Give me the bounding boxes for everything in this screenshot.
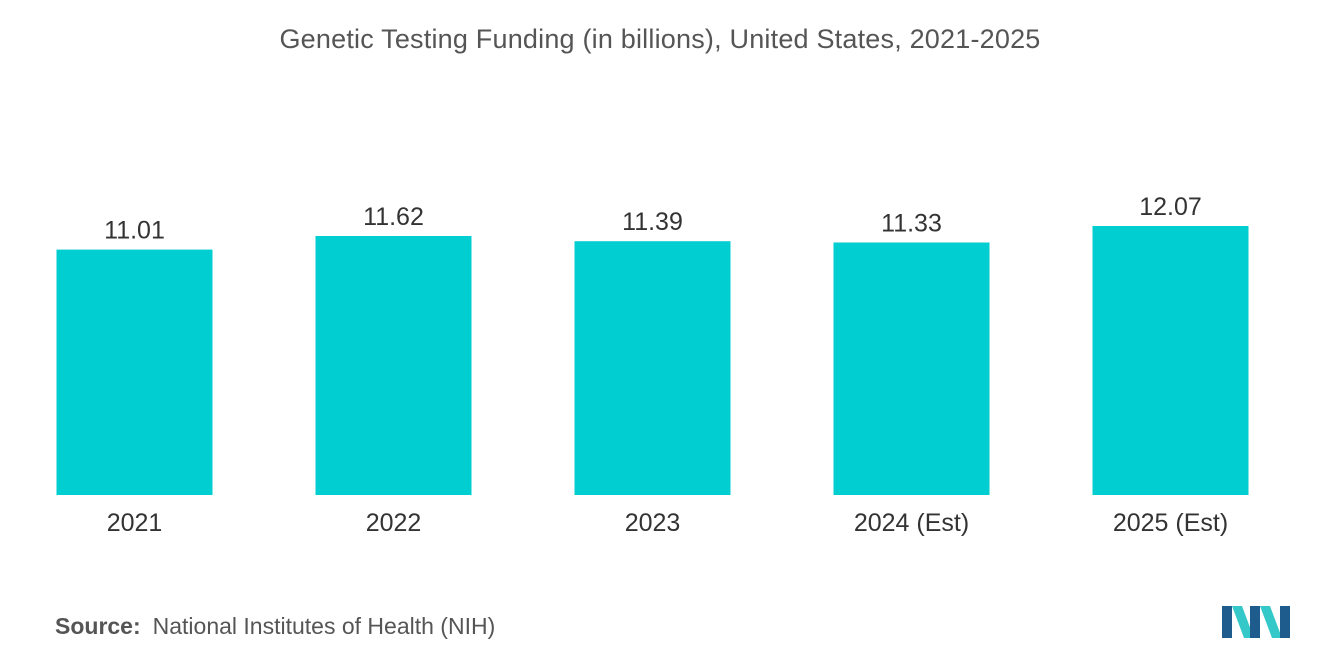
bar-2023	[575, 241, 731, 495]
bar-2022	[316, 236, 472, 495]
x-tick-label: 2023	[625, 509, 681, 537]
data-label: 11.01	[104, 217, 165, 245]
source-label: Source:	[55, 613, 141, 639]
x-tick-label: 2022	[366, 509, 422, 537]
mordor-intelligence-logo-icon	[1222, 602, 1290, 638]
data-label: 11.62	[363, 203, 424, 231]
bar-2025-est	[1093, 226, 1249, 495]
source-note: Source: National Institutes of Health (NI…	[55, 613, 495, 640]
data-label: 12.07	[1139, 193, 1202, 221]
x-tick-label: 2024 (Est)	[854, 509, 969, 537]
bar-2024-est	[834, 243, 990, 496]
source-text: National Institutes of Health (NIH)	[153, 613, 496, 639]
data-label: 11.33	[881, 210, 942, 238]
bar-2021	[57, 250, 213, 495]
x-tick-label: 2025 (Est)	[1113, 509, 1228, 537]
x-tick-label: 2021	[107, 509, 163, 537]
data-label: 11.39	[622, 208, 683, 236]
